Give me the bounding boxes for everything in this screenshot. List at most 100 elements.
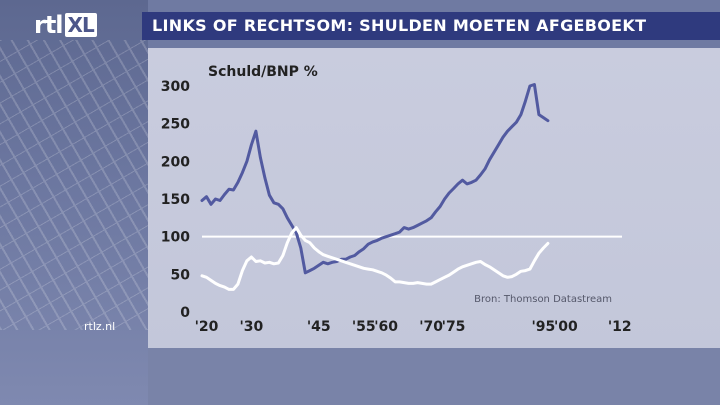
data-point — [313, 267, 316, 270]
data-point — [443, 276, 446, 279]
data-point — [300, 234, 302, 236]
data-point — [304, 239, 307, 242]
data-point — [407, 282, 410, 285]
data-point — [488, 159, 491, 161]
data-point — [484, 263, 486, 266]
data-point — [488, 266, 491, 268]
data-point — [291, 224, 293, 227]
x-axis-ticks: '20 '30 '45 '55'60 '70'75 '95'00 '12 — [195, 319, 632, 335]
data-point — [542, 247, 545, 249]
data-point — [421, 282, 423, 285]
data-point — [282, 208, 284, 210]
data-point — [416, 281, 419, 284]
data-point — [228, 288, 230, 291]
data-point — [358, 250, 361, 253]
data-point — [497, 144, 500, 146]
data-point — [470, 263, 473, 265]
data-point — [389, 234, 392, 236]
data-point — [547, 242, 549, 245]
data-point — [533, 83, 536, 86]
data-point — [380, 237, 383, 239]
data-point — [255, 130, 257, 132]
data-point — [367, 268, 370, 270]
data-point — [362, 267, 365, 270]
background-pattern — [0, 40, 148, 330]
data-point — [380, 272, 383, 274]
data-point — [461, 266, 464, 268]
y-axis-ticks: 0 50 100 150 200 250 300 — [161, 79, 190, 321]
y-tick-label: 50 — [171, 267, 191, 283]
page-title: LINKS OF RECHTSOM: SHULDEN MOETEN AFGEBO… — [152, 16, 647, 35]
data-point — [358, 266, 361, 268]
data-point — [295, 232, 298, 234]
data-point — [282, 254, 284, 257]
data-point — [416, 224, 419, 227]
data-point — [255, 260, 257, 263]
data-point — [506, 130, 509, 132]
data-point — [210, 279, 212, 282]
y-tick-label: 200 — [161, 154, 190, 170]
x-tick-label: '30 — [240, 319, 264, 335]
data-point — [300, 247, 302, 249]
series-layer — [200, 83, 550, 291]
data-point — [448, 274, 450, 276]
data-point — [479, 174, 482, 176]
data-point — [259, 156, 262, 159]
data-point — [398, 281, 401, 283]
data-point — [430, 283, 432, 285]
data-point — [520, 270, 522, 273]
data-point — [264, 262, 266, 264]
data-point — [286, 217, 289, 219]
data-point — [475, 179, 477, 181]
data-point — [425, 283, 428, 285]
x-tick-label: '70 — [419, 319, 443, 335]
data-point — [250, 256, 253, 258]
data-point — [529, 268, 531, 270]
data-point — [520, 113, 522, 116]
data-point — [502, 136, 504, 138]
data-point — [295, 226, 298, 229]
data-point — [344, 258, 347, 261]
data-point — [533, 260, 536, 262]
y-tick-label: 100 — [161, 230, 190, 246]
data-point — [367, 243, 370, 245]
data-point — [466, 264, 468, 267]
data-point — [353, 254, 356, 257]
data-point — [250, 144, 253, 146]
data-point — [448, 192, 450, 194]
data-point — [205, 276, 208, 279]
data-point — [385, 274, 388, 276]
data-point — [273, 202, 275, 204]
data-point — [228, 188, 230, 190]
data-point — [434, 281, 437, 283]
data-point — [291, 232, 293, 234]
data-point — [223, 193, 226, 196]
data-point — [349, 263, 352, 265]
data-point — [336, 258, 338, 261]
data-point — [385, 235, 388, 238]
data-point — [214, 198, 217, 200]
x-tick-label: '45 — [307, 319, 331, 335]
data-point — [439, 205, 441, 208]
x-tick-label: '60 — [374, 319, 398, 335]
data-point — [362, 247, 365, 250]
data-point — [484, 168, 486, 170]
x-tick-label: '95 — [531, 319, 555, 335]
data-point — [452, 187, 455, 190]
data-point — [529, 85, 531, 87]
x-tick-label: '12 — [608, 319, 632, 335]
data-point — [232, 189, 235, 191]
data-point — [268, 261, 271, 264]
logo-badge: XL — [64, 13, 97, 37]
data-point — [425, 220, 428, 222]
y-tick-label: 250 — [161, 117, 190, 133]
data-point — [322, 261, 325, 264]
bottom-strip — [148, 348, 720, 405]
y-tick-label: 150 — [161, 192, 190, 208]
data-point — [322, 253, 325, 256]
data-point — [336, 260, 338, 263]
data-point — [439, 278, 441, 281]
rtl-xl-logo: rtl XL — [34, 12, 97, 38]
background-left-panel — [0, 0, 148, 405]
y-axis-label: Schuld/BNP % — [208, 64, 318, 80]
